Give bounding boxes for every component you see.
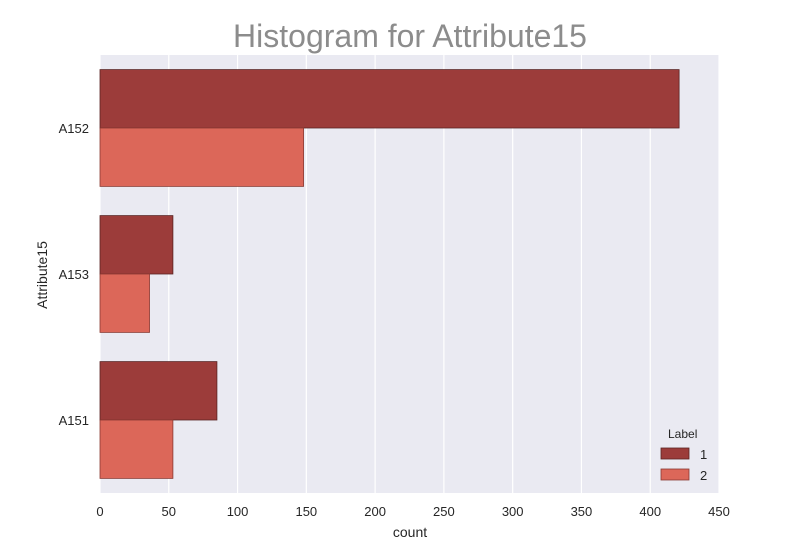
chart-title: Histogram for Attribute15 [233,18,587,54]
y-axis-ticks: A152 A153 A151 [59,121,89,428]
bar-A153-label-1 [99,215,174,275]
y-tick-label: A151 [59,413,89,428]
y-tick-label: A152 [59,121,89,136]
legend-label-2: 2 [700,468,707,483]
legend-title: Label [668,427,697,441]
x-tick-label: 300 [502,504,524,519]
x-tick-label: 400 [639,504,661,519]
x-tick-label: 200 [364,504,386,519]
bar-A152-label-2 [99,127,304,187]
bars [99,69,680,479]
bar-A151-label-1 [99,361,218,421]
x-tick-label: 250 [433,504,455,519]
x-axis-ticks: 0 50 100 150 200 250 300 350 400 450 [96,504,729,519]
legend-swatch-1 [660,447,690,460]
bar-A153-label-2 [99,273,150,333]
y-axis-label: Attribute15 [34,241,50,309]
x-tick-label: 100 [227,504,249,519]
x-tick-label: 0 [96,504,103,519]
bar-A151-label-2 [99,419,174,479]
x-tick-label: 450 [708,504,730,519]
x-tick-label: 350 [571,504,593,519]
legend: Label 1 2 [660,427,707,483]
x-tick-label: 50 [162,504,176,519]
legend-swatch-2 [660,468,690,481]
y-tick-label: A153 [59,267,89,282]
x-tick-label: 150 [295,504,317,519]
bar-A152-label-1 [99,69,680,129]
x-axis-label: count [393,524,427,540]
legend-label-1: 1 [700,447,707,462]
